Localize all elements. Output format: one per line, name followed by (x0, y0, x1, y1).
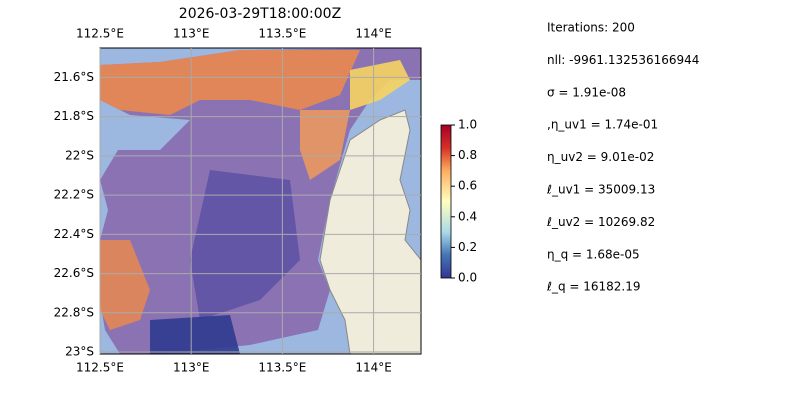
info-line: Iterations: 200 (547, 21, 635, 35)
x-tick-label-top: 113°E (173, 27, 210, 41)
field-low (190, 170, 300, 320)
map-title: 2026-03-29T18:00:00Z (179, 6, 341, 22)
info-line: η_q = 1.68e-05 (547, 247, 640, 261)
colorbar-tick-label: 0.2 (458, 240, 477, 254)
x-tick-label-top: 114°E (355, 27, 392, 41)
field-high (100, 240, 150, 330)
x-tick-label: 113.5°E (258, 361, 306, 375)
y-tick-label: 22.4°S (54, 227, 94, 241)
field-high (300, 110, 350, 180)
y-tick-label: 21.8°S (54, 109, 94, 123)
field-high (100, 50, 360, 115)
colorbar-tick-label: 1.0 (458, 118, 477, 132)
land (319, 48, 421, 354)
info-line: σ = 1.91e-08 (547, 85, 626, 99)
y-tick-label: 22°S (65, 148, 94, 162)
colorbar-tick-label: 0.8 (458, 148, 477, 162)
map-area (100, 48, 421, 354)
y-tick-label: 23°S (65, 345, 94, 359)
info-line: ℓ_uv1 = 35009.13 (546, 183, 655, 197)
y-tick-label: 22.6°S (54, 266, 94, 280)
x-tick-label-top: 113.5°E (258, 27, 306, 41)
field-peak (350, 60, 410, 110)
x-tick-label: 113°E (173, 361, 210, 375)
colorbar-tick-label: 0.6 (458, 179, 477, 193)
info-line: nll: -9961.132536166944 (547, 53, 699, 67)
info-line: η_uv2 = 9.01e-02 (547, 150, 654, 164)
colorbar (440, 124, 452, 279)
colorbar-tick-label: 0.4 (458, 209, 477, 223)
colorbar-tick-label: 0.0 (458, 271, 477, 285)
info-line: ,η_uv1 = 1.74e-01 (547, 118, 658, 132)
x-tick-label: 112.5°E (76, 361, 124, 375)
x-tick-label-top: 112.5°E (76, 27, 124, 41)
y-tick-label: 22.2°S (54, 188, 94, 202)
y-tick-label: 21.6°S (54, 70, 94, 84)
x-tick-label: 114°E (355, 361, 392, 375)
info-line: ℓ_uv2 = 10269.82 (546, 215, 655, 229)
info-line: ℓ_q = 16182.19 (546, 280, 641, 294)
field-low (150, 315, 240, 354)
y-tick-label: 22.8°S (54, 305, 94, 319)
